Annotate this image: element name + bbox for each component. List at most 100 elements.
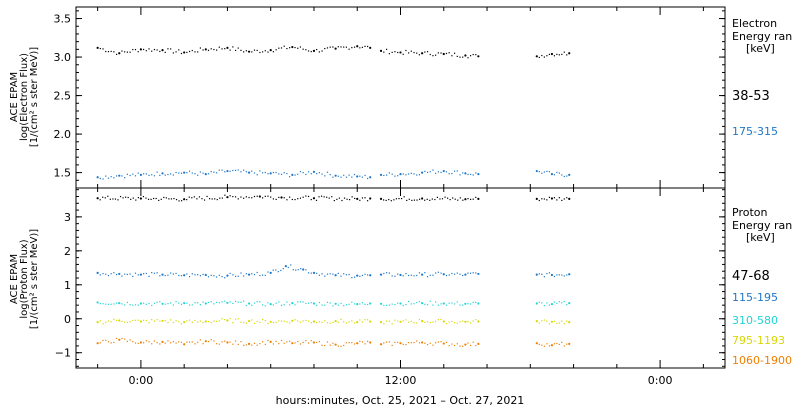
data-dot <box>310 272 312 274</box>
data-dot <box>310 302 312 304</box>
data-point <box>477 197 480 200</box>
data-point <box>421 197 424 200</box>
data-dot <box>126 321 128 323</box>
data-dot <box>340 176 342 178</box>
data-dot <box>188 304 191 306</box>
data-dot <box>218 343 220 345</box>
data-dot <box>280 304 283 306</box>
data-dot <box>251 344 253 346</box>
data-dot <box>181 200 183 202</box>
data-dot <box>318 340 320 343</box>
data-dot <box>264 171 266 174</box>
data-dot <box>115 273 118 276</box>
data-dot <box>197 174 199 176</box>
data-dot <box>237 318 239 320</box>
data-dot <box>402 304 404 307</box>
data-dot <box>364 319 366 321</box>
data-dot <box>408 173 410 175</box>
data-dot <box>234 300 237 303</box>
data-dot <box>538 301 540 303</box>
data-dot <box>167 321 169 324</box>
data-dot <box>261 51 264 53</box>
data-dot <box>402 173 404 175</box>
data-point <box>356 274 359 277</box>
data-dot <box>345 304 348 306</box>
data-dot <box>456 343 458 345</box>
data-dot <box>556 171 558 174</box>
data-dot <box>178 274 180 277</box>
data-point <box>379 49 383 53</box>
data-dot <box>561 174 563 176</box>
data-dot <box>286 47 288 50</box>
series-proton-1060-1900 <box>96 337 571 347</box>
data-dot <box>210 274 212 276</box>
data-dot <box>541 273 543 275</box>
data-dot <box>134 49 137 51</box>
data-dot <box>164 303 166 305</box>
data-dot <box>229 301 231 303</box>
data-dot <box>408 274 410 277</box>
data-point <box>568 173 571 177</box>
data-dot <box>243 300 245 302</box>
data-dot <box>351 342 353 344</box>
data-point <box>139 302 142 305</box>
data-point <box>96 301 99 304</box>
data-point <box>421 171 424 174</box>
data-dot <box>113 318 115 320</box>
data-dot <box>310 173 312 175</box>
data-dot <box>353 303 356 305</box>
data-dot <box>351 277 353 279</box>
data-dot <box>408 52 410 54</box>
data-dot <box>326 301 329 303</box>
data-dot <box>432 321 434 323</box>
data-dot <box>153 320 156 322</box>
data-dot <box>129 321 131 323</box>
data-dot <box>475 54 477 56</box>
data-dot <box>364 174 366 177</box>
data-dot <box>280 339 283 342</box>
data-dot <box>289 322 291 324</box>
data-dot <box>132 341 134 343</box>
data-dot <box>253 342 256 344</box>
data-dot <box>472 341 474 343</box>
data-dot <box>207 173 210 175</box>
data-dot <box>259 170 261 172</box>
data-dot <box>394 51 396 53</box>
data-dot <box>329 302 331 304</box>
data-dot <box>383 174 385 177</box>
data-point <box>550 197 554 200</box>
data-dot <box>351 320 353 322</box>
data-dot <box>324 304 326 306</box>
data-dot <box>440 52 442 54</box>
data-point <box>96 197 99 200</box>
data-dot <box>351 176 353 178</box>
data-dot <box>429 300 431 302</box>
data-dot <box>348 321 350 323</box>
data-dot <box>107 177 110 179</box>
data-point <box>204 340 207 343</box>
data-dot <box>321 195 323 197</box>
data-dot <box>410 320 412 322</box>
data-dot <box>170 342 172 344</box>
data-dot <box>167 48 169 50</box>
data-dot <box>556 274 558 276</box>
data-dot <box>469 173 472 175</box>
data-dot <box>305 302 307 305</box>
data-dot <box>153 302 156 304</box>
data-dot <box>558 54 560 56</box>
data-dot <box>156 319 158 321</box>
data-dot <box>548 171 551 173</box>
data-dot <box>167 340 169 342</box>
electron-legend-title: Electron <box>732 17 777 30</box>
data-dot <box>232 46 234 48</box>
data-dot <box>548 304 551 306</box>
data-dot <box>289 340 291 342</box>
series-proton-795-1193 <box>96 318 571 325</box>
data-dot <box>126 51 128 53</box>
data-dot <box>245 344 247 346</box>
data-point <box>226 274 229 277</box>
data-point <box>183 171 186 174</box>
data-dot <box>453 170 456 172</box>
data-dot <box>475 301 477 304</box>
data-dot <box>256 49 258 52</box>
